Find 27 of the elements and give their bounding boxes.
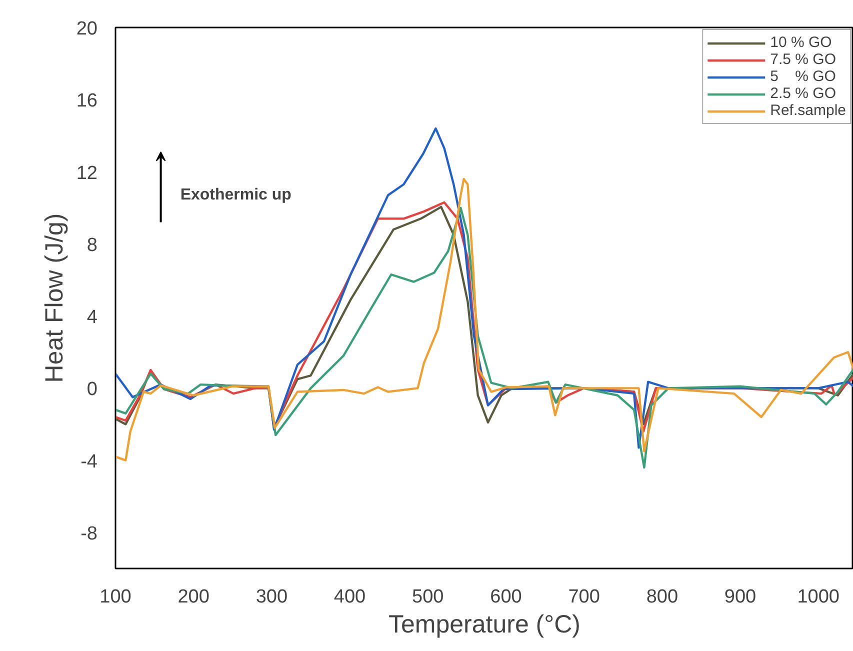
- x-tick-label: 100: [100, 586, 132, 608]
- y-tick-label: 16: [76, 90, 98, 112]
- y-tick-label: 20: [76, 18, 98, 40]
- legend-label: 5 % GO: [770, 68, 836, 85]
- y-axis-title: Heat Flow (J/g): [40, 213, 68, 383]
- x-tick-label: 600: [490, 586, 522, 608]
- x-tick-label: 700: [568, 586, 600, 608]
- y-tick-label: 8: [86, 234, 98, 256]
- x-tick-label: 300: [256, 586, 288, 608]
- legend-label: 7.5 % GO: [770, 51, 836, 68]
- x-tick-label: 500: [412, 586, 444, 608]
- legend-label: Ref.sample: [770, 102, 846, 119]
- x-tick-label: 200: [178, 586, 210, 608]
- y-tick-label: -8: [80, 523, 98, 544]
- annotation: Exothermic up: [180, 186, 292, 204]
- legend-label: 2.5 % GO: [770, 85, 836, 102]
- legend-label: 10 % GO: [770, 34, 832, 51]
- y-tick-label: 12: [76, 162, 98, 184]
- y-tick-label: -4: [80, 451, 98, 472]
- x-tick-label: 1000: [797, 586, 840, 608]
- x-tick-label: 800: [646, 586, 678, 608]
- line-series: [116, 127, 853, 449]
- y-tick-label: 0: [86, 379, 98, 400]
- x-axis-title: Temperature (°C): [388, 610, 581, 638]
- y-tick-label: 4: [86, 307, 98, 328]
- x-tick-label: 400: [334, 586, 366, 608]
- x-tick-label: 900: [724, 586, 756, 608]
